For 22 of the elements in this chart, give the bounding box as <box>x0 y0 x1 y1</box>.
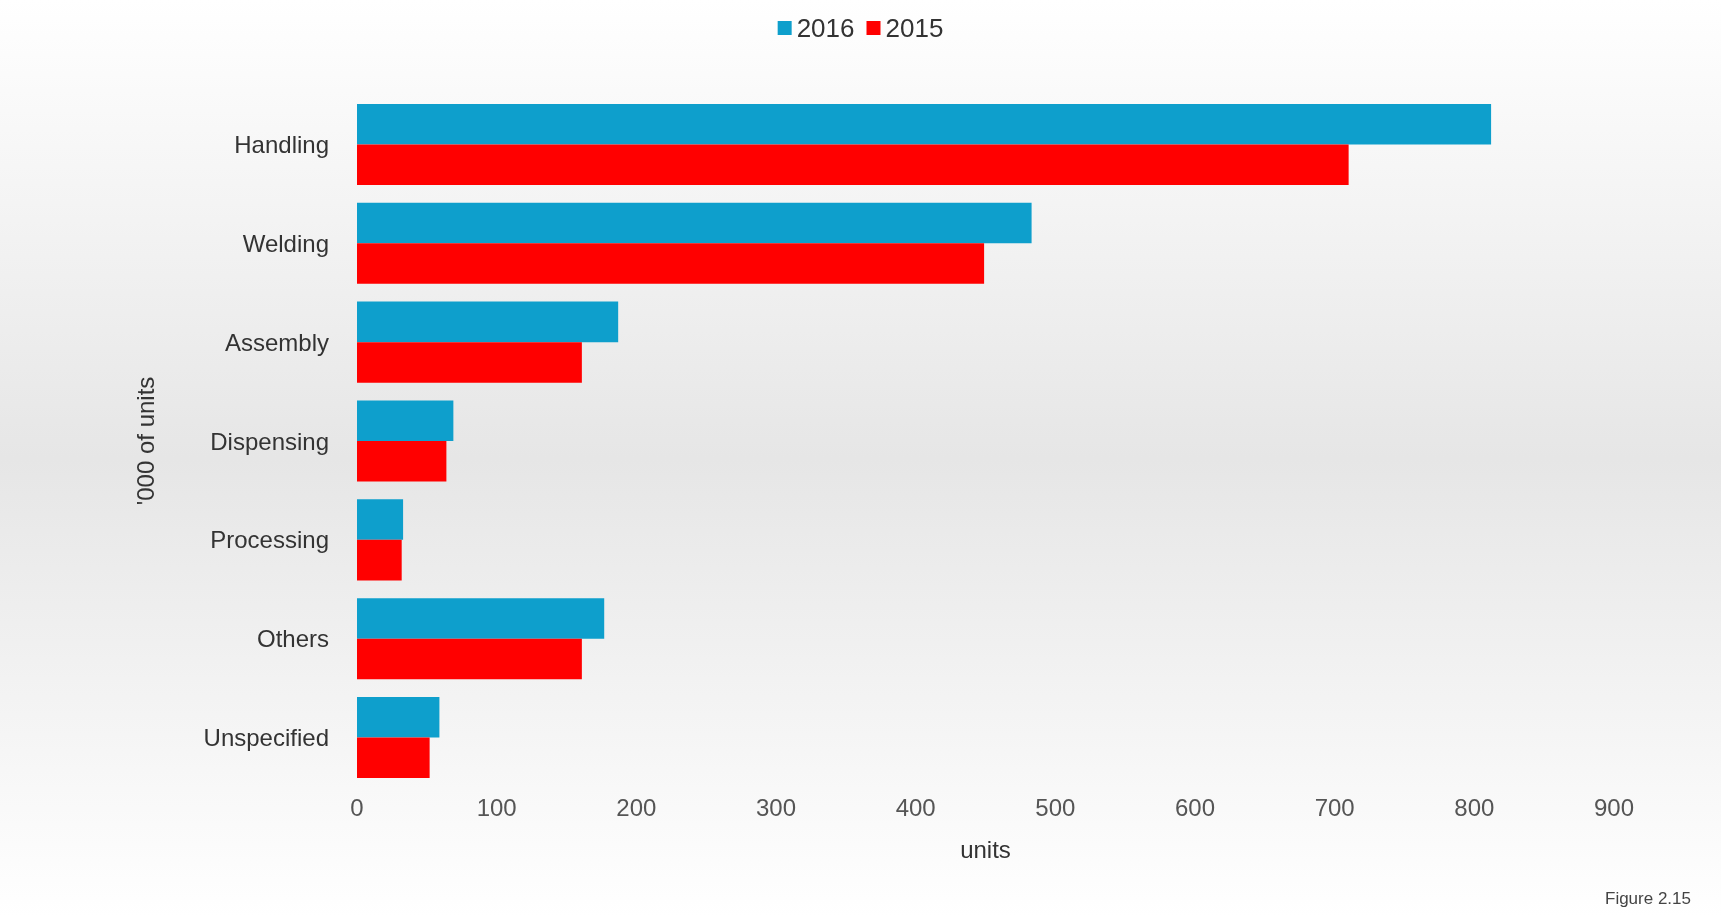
x-tick-label: 800 <box>1454 793 1495 821</box>
legend-label: 2015 <box>885 13 944 43</box>
y-tick-label: Others <box>256 625 329 653</box>
x-tick-label: 300 <box>755 793 797 821</box>
y-tick-label: Unspecified <box>203 724 329 752</box>
x-axis-title: units <box>960 835 1011 863</box>
legend-label: 2016 <box>796 13 855 43</box>
caption: Figure 2.15 <box>1605 889 1691 908</box>
x-tick-label: 900 <box>1593 793 1635 821</box>
x-tick-label: 200 <box>616 793 657 821</box>
x-tick-label: 100 <box>476 793 517 821</box>
y-tick-label: Processing <box>210 526 329 554</box>
y-axis-title: '000 of units <box>131 376 159 506</box>
x-tick-label: 700 <box>1314 793 1355 821</box>
x-tick-label: 400 <box>895 793 936 821</box>
y-tick-label: Assembly <box>224 328 329 356</box>
y-tick-label: Dispensing <box>210 427 329 455</box>
x-tick-label: 500 <box>1035 793 1076 821</box>
y-tick-label: Handling <box>234 130 329 158</box>
y-tick-label: Welding <box>242 229 329 257</box>
x-tick-label: 0 <box>350 793 364 821</box>
x-tick-label: 600 <box>1174 793 1216 821</box>
